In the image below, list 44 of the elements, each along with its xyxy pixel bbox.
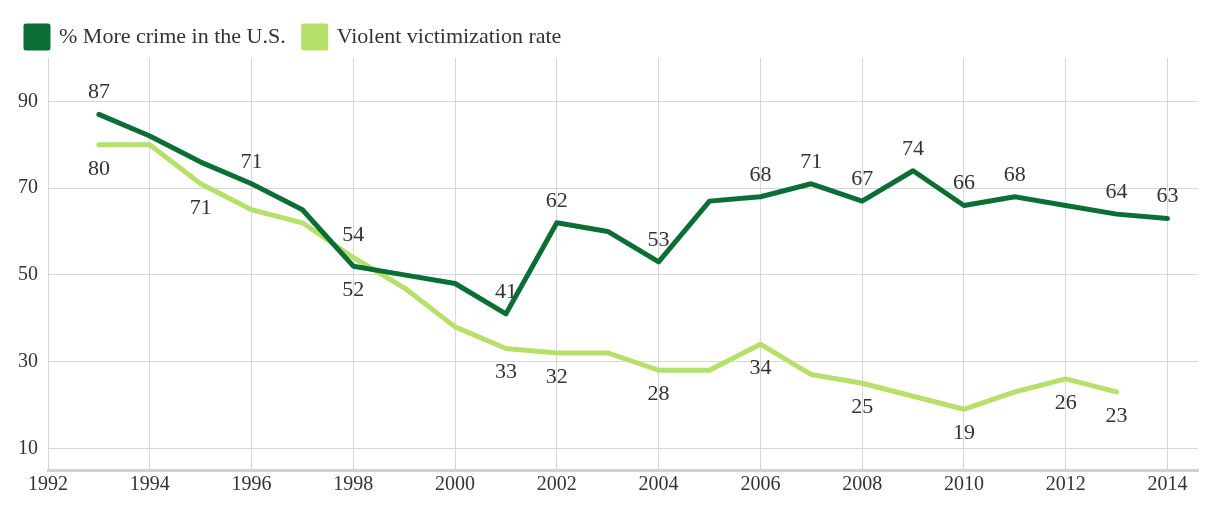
data-label: 53 <box>647 225 670 251</box>
x-tick-label: 2012 <box>1045 472 1086 495</box>
y-tick-label: 10 <box>18 435 38 458</box>
data-label: 28 <box>647 380 670 406</box>
data-label: 34 <box>749 354 772 380</box>
x-tick-label: 2010 <box>943 472 984 495</box>
data-label: 68 <box>1003 160 1026 186</box>
data-label: 74 <box>902 134 925 160</box>
x-tick-label: 2006 <box>740 472 781 495</box>
legend-label: Violent victimization rate <box>336 22 562 48</box>
data-label: 71 <box>189 193 212 219</box>
data-label: 71 <box>240 147 263 173</box>
data-label: 63 <box>1156 182 1179 208</box>
data-label: 52 <box>342 275 365 301</box>
x-tick-label: 2008 <box>842 472 883 495</box>
data-label: 23 <box>1105 401 1128 427</box>
data-label: 19 <box>952 419 975 445</box>
data-label: 71 <box>800 147 823 173</box>
x-tick-label: 1994 <box>129 472 170 495</box>
y-tick-label: 50 <box>18 262 38 285</box>
data-label: 67 <box>851 164 874 190</box>
x-tick-label: 1998 <box>333 472 374 495</box>
data-label: 80 <box>87 154 110 180</box>
data-label: 33 <box>494 358 517 384</box>
y-tick-label: 70 <box>18 175 38 198</box>
data-label: 66 <box>952 169 975 195</box>
x-tick-label: 1992 <box>28 472 68 495</box>
legend-label: % More crime in the U.S. <box>59 22 286 48</box>
y-tick-label: 90 <box>18 88 38 111</box>
x-tick-label: 2002 <box>536 472 577 495</box>
x-tick-label: 1996 <box>231 472 272 495</box>
data-label: 25 <box>851 393 874 419</box>
data-label: 32 <box>545 362 568 388</box>
x-tick-label: 2014 <box>1147 472 1188 495</box>
y-tick-label: 30 <box>18 348 38 371</box>
x-tick-label: 2000 <box>435 472 476 495</box>
data-label: 64 <box>1105 177 1128 203</box>
data-label: 26 <box>1054 388 1077 414</box>
x-tick-label: 2004 <box>638 472 679 495</box>
data-label: 54 <box>342 221 365 247</box>
data-label: 68 <box>749 160 772 186</box>
data-label: 87 <box>87 78 110 104</box>
data-label: 62 <box>545 186 568 212</box>
data-label: 41 <box>494 277 517 303</box>
